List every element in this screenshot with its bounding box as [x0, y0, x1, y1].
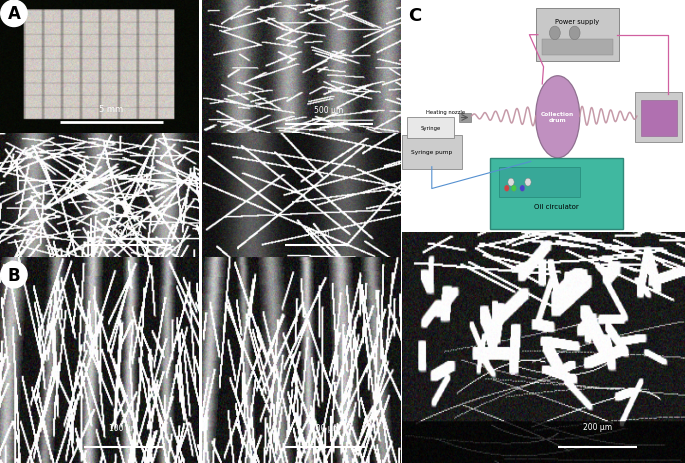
Ellipse shape — [536, 76, 580, 158]
Ellipse shape — [508, 179, 514, 187]
Text: Syringe pump: Syringe pump — [411, 150, 452, 155]
Bar — [542, 40, 613, 56]
Text: 200 μm: 200 μm — [583, 422, 612, 431]
Ellipse shape — [525, 179, 531, 187]
Text: Heating nozzle: Heating nozzle — [426, 110, 466, 115]
FancyBboxPatch shape — [536, 9, 619, 63]
Ellipse shape — [569, 27, 580, 41]
Text: C: C — [408, 7, 421, 25]
Text: 200 μm: 200 μm — [310, 423, 340, 432]
Bar — [641, 101, 677, 137]
FancyBboxPatch shape — [407, 118, 454, 138]
FancyBboxPatch shape — [402, 135, 462, 169]
Text: Oil circulator: Oil circulator — [534, 204, 579, 210]
Text: A: A — [8, 6, 21, 23]
Text: 500 μm: 500 μm — [314, 106, 344, 115]
Text: 200 μm: 200 μm — [113, 228, 142, 237]
FancyBboxPatch shape — [499, 168, 580, 197]
Ellipse shape — [520, 186, 525, 192]
Ellipse shape — [504, 186, 510, 192]
Bar — [459, 114, 471, 123]
Text: Power supply: Power supply — [556, 19, 599, 25]
Text: B: B — [8, 266, 21, 284]
Text: Collection
drum: Collection drum — [541, 112, 574, 123]
FancyBboxPatch shape — [490, 158, 623, 230]
Text: 50 μm: 50 μm — [305, 228, 329, 237]
Text: Syringe: Syringe — [421, 126, 440, 131]
Ellipse shape — [549, 27, 560, 41]
FancyBboxPatch shape — [636, 93, 682, 143]
Text: 100 μm: 100 μm — [109, 423, 138, 432]
Ellipse shape — [511, 186, 516, 192]
Text: 5 mm: 5 mm — [99, 105, 123, 113]
